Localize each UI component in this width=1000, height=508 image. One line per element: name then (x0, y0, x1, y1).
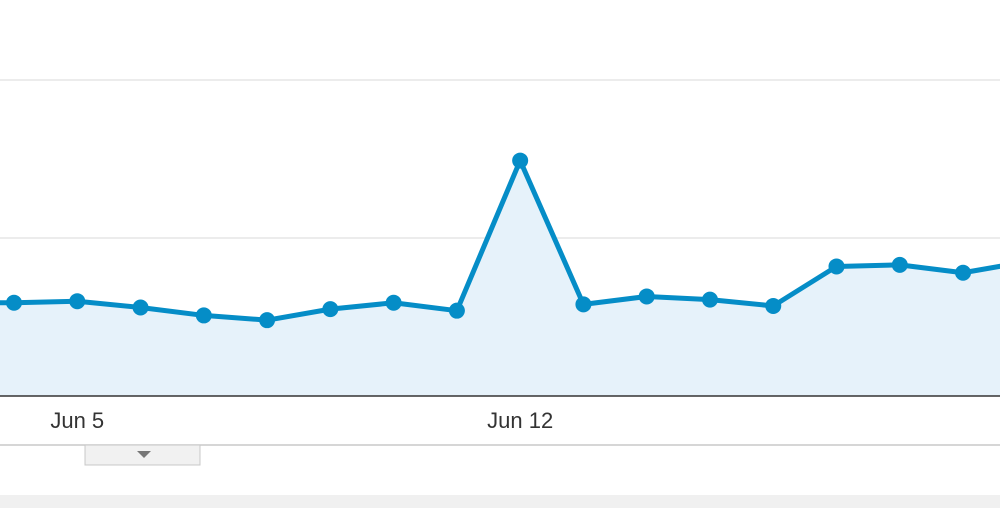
data-point (638, 288, 655, 305)
x-tick-label: Jun 12 (487, 408, 553, 433)
data-point (6, 294, 22, 311)
expand-tab[interactable] (84, 444, 201, 466)
data-point (195, 307, 212, 324)
data-point (322, 301, 339, 318)
data-point (765, 297, 782, 314)
data-point (448, 302, 465, 319)
data-point (385, 294, 402, 311)
data-point (955, 264, 972, 281)
data-point (891, 256, 908, 273)
data-point (132, 299, 149, 316)
data-point (575, 296, 592, 313)
data-point (259, 312, 276, 329)
line (0, 158, 1000, 323)
data-point (701, 291, 718, 308)
data-point (512, 152, 529, 169)
plot-area (0, 79, 1000, 396)
x-tick-label: Jun 5 (50, 408, 104, 433)
data-point (828, 258, 845, 275)
area (0, 160, 1000, 396)
footer-bar (0, 495, 1000, 508)
data-point (69, 293, 86, 310)
